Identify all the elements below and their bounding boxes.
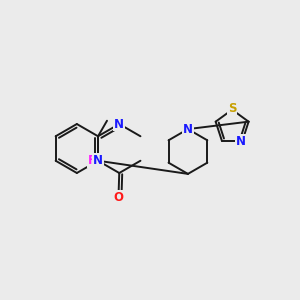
Text: F: F xyxy=(88,154,95,167)
Text: N: N xyxy=(236,134,246,148)
Text: S: S xyxy=(228,102,236,115)
Text: N: N xyxy=(93,154,103,167)
Text: N: N xyxy=(183,123,193,136)
Text: O: O xyxy=(114,191,124,204)
Text: N: N xyxy=(114,118,124,130)
